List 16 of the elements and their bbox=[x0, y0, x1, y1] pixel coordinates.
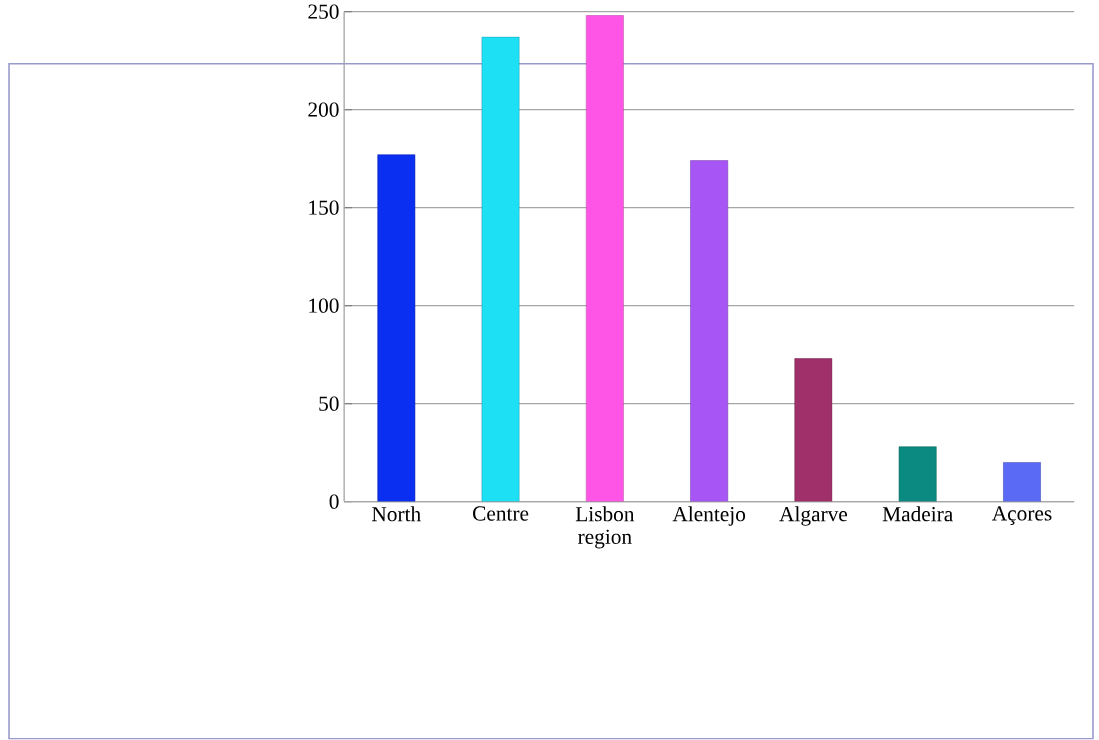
x-tick-label: Açores bbox=[992, 506, 1052, 526]
x-tick-label: Algarve bbox=[779, 506, 848, 526]
y-tick-label: 100 bbox=[309, 298, 339, 314]
y-tick-label: 0 bbox=[329, 494, 339, 510]
bar bbox=[898, 446, 937, 502]
y-tick-label: 50 bbox=[319, 396, 339, 412]
x-tick-label: Lisbon region bbox=[575, 506, 635, 549]
y-tick-label: 200 bbox=[308, 102, 339, 118]
x-tick-label: Centre bbox=[473, 506, 529, 521]
bar bbox=[794, 358, 833, 502]
x-tick-label: Madeira bbox=[882, 506, 953, 522]
x-tick-label: North bbox=[372, 506, 421, 522]
y-tick-label: 150 bbox=[309, 200, 339, 216]
x-tick-label: Alentejo bbox=[672, 506, 746, 526]
y-tick-label: 250 bbox=[308, 4, 339, 20]
bar bbox=[1003, 462, 1041, 502]
